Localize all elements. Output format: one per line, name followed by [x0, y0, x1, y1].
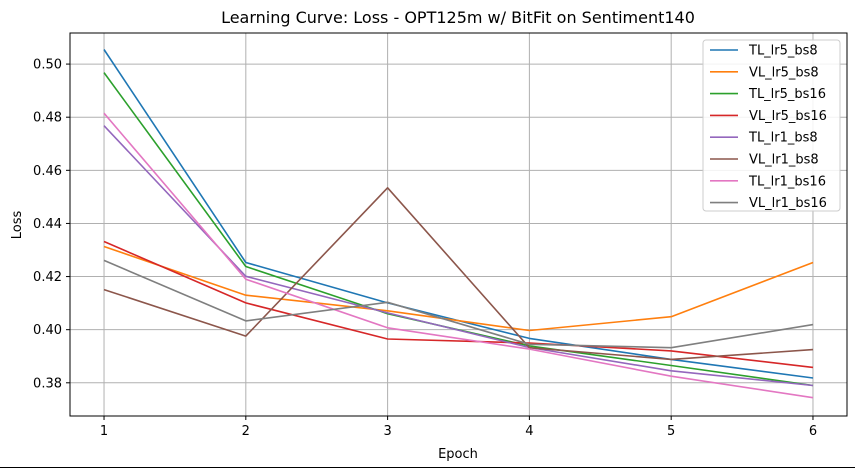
x-tick-label: 6	[809, 424, 817, 439]
chart-title: Learning Curve: Loss - OPT125m w/ BitFit…	[221, 8, 695, 27]
bottom-divider	[0, 467, 855, 468]
y-tick-label: 0.46	[33, 164, 62, 179]
y-axis-ticks: 0.38 0.40 0.42 0.44 0.46 0.48 0.50	[33, 58, 70, 391]
legend-label: TL_lr1_bs16	[748, 174, 826, 189]
x-tick-label: 1	[100, 424, 108, 439]
series-line-vl-lr5-bs8	[103, 245, 814, 332]
legend-label: VL_lr1_bs16	[749, 196, 827, 211]
series-line-tl-lr1-bs16	[103, 112, 814, 399]
x-tick-label: 5	[667, 424, 675, 439]
x-tick-label: 4	[525, 424, 533, 439]
y-tick-label: 0.40	[33, 323, 62, 338]
x-axis-label: Epoch	[438, 447, 478, 462]
plot-frame	[69, 32, 848, 417]
series-line-vl-lr5-bs16	[103, 240, 814, 369]
y-axis-label: Loss	[10, 211, 25, 240]
x-tick-label: 3	[383, 424, 391, 439]
series-lines	[103, 49, 814, 399]
legend-label: TL_lr5_bs16	[748, 87, 826, 102]
x-axis-ticks: 1 2 3 4 5 6	[100, 416, 817, 439]
legend-label: VL_lr5_bs8	[749, 65, 819, 80]
series-line-vl-lr1-bs16	[103, 259, 814, 349]
legend-box	[702, 39, 841, 212]
y-tick-label: 0.42	[33, 270, 62, 285]
y-tick-label: 0.50	[33, 58, 62, 73]
y-tick-label: 0.44	[33, 217, 62, 232]
legend-label: VL_lr1_bs8	[749, 153, 819, 168]
y-tick-label: 0.48	[33, 111, 62, 126]
x-tick-label: 2	[242, 424, 250, 439]
legend: TL_lr5_bs8 VL_lr5_bs8 TL_lr5_bs16 VL_lr5_bs…	[702, 39, 841, 212]
y-tick-label: 0.38	[33, 376, 62, 391]
legend-label: VL_lr5_bs16	[749, 109, 827, 124]
series-line-vl-lr1-bs8	[103, 187, 814, 361]
legend-label: TL_lr5_bs8	[748, 44, 818, 59]
legend-label: TL_lr1_bs8	[748, 131, 818, 146]
